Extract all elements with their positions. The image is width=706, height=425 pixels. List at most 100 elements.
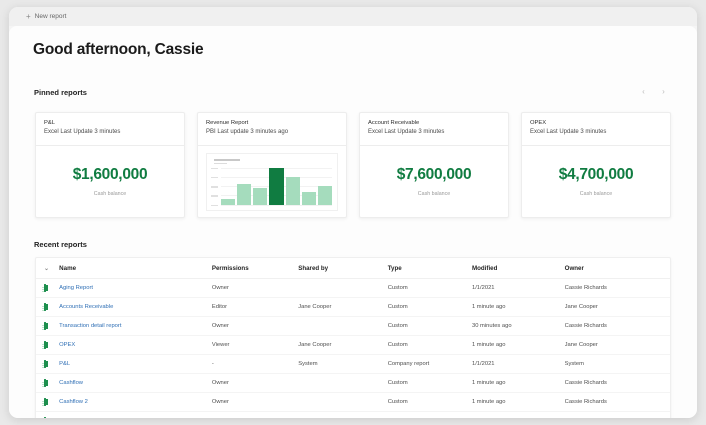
report-name-link[interactable]: P&L <box>59 361 71 367</box>
chevron-down-icon[interactable]: ⌄ <box>44 266 50 272</box>
cell-permissions: Owner <box>211 373 299 393</box>
cell-permissions: Viewer <box>211 335 299 355</box>
cell-name: Cashflow 2 <box>59 392 212 412</box>
chart-bar <box>237 184 252 205</box>
pinned-card[interactable]: Account Receivable Excel Last Update 3 mi… <box>359 112 509 218</box>
cell-name: Aging Report <box>59 278 212 298</box>
table-row[interactable]: OPEX Viewer Jane Cooper Custom 1 minute ago J… <box>36 335 670 355</box>
cell-shared-by <box>298 392 388 412</box>
cell-permissions: - <box>211 354 299 374</box>
chevron-right-icon[interactable]: › <box>662 87 665 96</box>
cell-modified: 30 minutes ago <box>471 316 565 336</box>
pinned-card-caption: Cash balance <box>417 191 451 197</box>
cell-shared-by <box>298 316 388 336</box>
pinned-card-subtitle: Excel Last Update 3 minutes <box>44 129 121 135</box>
row-icon-cell <box>36 373 60 393</box>
report-name-link[interactable]: Accounts Receivable <box>59 304 114 310</box>
table-row[interactable]: Aging Report Owner Custom 1/1/2021 Cassie Ri… <box>36 278 670 298</box>
pinned-card-body <box>198 146 346 217</box>
cell-shared-by: System <box>298 354 388 374</box>
cell-type: Custom <box>387 335 472 355</box>
column-header-permissions[interactable]: Permissions <box>211 258 299 279</box>
pinned-card-value: $7,600,000 <box>396 166 472 183</box>
table-row[interactable]: Transaction detail report Owner Custom 30 m… <box>36 316 670 336</box>
pinned-card-subtitle: PBI Last update 3 minutes ago <box>206 129 289 135</box>
table-row[interactable]: Aging Report - AustraliaOwner Custom10 mi… <box>36 411 670 418</box>
cell-name: Cashflow <box>59 373 212 393</box>
app-window: + New report Good afternoon, Cassie Pinn… <box>9 7 697 418</box>
pinned-card[interactable]: OPEX Excel Last Update 3 minutes $4,700,00… <box>521 112 671 218</box>
sort-chevron-header[interactable]: ⌄ <box>36 258 60 279</box>
cell-owner: Cassie Richards <box>564 278 670 298</box>
cell-owner: Cassie Richards <box>564 373 670 393</box>
cell-modified: 1/1/2021 <box>471 278 565 298</box>
cell-type: Custom <box>387 316 472 336</box>
excel-file-icon <box>44 303 46 311</box>
tab-label: New report <box>34 13 67 20</box>
column-header-modified[interactable]: Modified <box>471 258 565 279</box>
cell-modified: 10 minutes ago <box>471 411 565 418</box>
row-icon-cell <box>36 335 60 355</box>
table-row[interactable]: Cashflow Owner Custom 1 minute ago Cassie Ri… <box>36 373 670 393</box>
cell-type: Custom <box>387 373 472 393</box>
report-name-link[interactable]: Aging Report <box>59 285 93 291</box>
column-header-shared-by[interactable]: Shared by <box>298 258 388 279</box>
report-name-link[interactable]: OPEX <box>59 342 76 348</box>
recent-reports-table: ⌄ Name Permissions Shared by Type Modifi… <box>35 257 671 418</box>
cell-owner: Jane Cooper <box>564 297 670 317</box>
column-header-type[interactable]: Type <box>387 258 472 279</box>
cell-owner: Jane Cooper <box>564 335 670 355</box>
chart-y-tick-label <box>211 195 218 197</box>
cell-shared-by <box>298 373 388 393</box>
cell-type: Company report <box>387 354 472 374</box>
pinned-card-title: Revenue Report <box>206 120 249 126</box>
cell-modified: 1 minute ago <box>471 392 565 412</box>
chart-gridline <box>221 204 332 206</box>
pinned-card-title: P&L <box>44 120 55 126</box>
table-header-row: ⌄ Name Permissions Shared by Type Modifi… <box>36 258 670 279</box>
row-icon-cell <box>36 297 60 317</box>
excel-file-icon <box>44 341 46 349</box>
pinned-card-subtitle: Excel Last Update 3 minutes <box>368 129 445 135</box>
table-row[interactable]: P&L - System Company report 1/1/2021 System <box>36 354 670 374</box>
cell-name: Accounts Receivable <box>59 297 212 317</box>
table-row[interactable]: Cashflow 2 Owner Custom 1 minute ago Cassie … <box>36 392 670 412</box>
report-name-link[interactable]: Cashflow <box>59 380 83 386</box>
cell-shared-by: Jane Cooper <box>298 335 388 355</box>
cell-owner: Cassie Richards <box>564 411 670 418</box>
report-name-link[interactable]: Cashflow 2 <box>59 399 88 405</box>
pinned-card[interactable]: Revenue Report PBI Last update 3 minutes … <box>197 112 347 218</box>
excel-file-icon <box>44 322 46 330</box>
excel-file-icon <box>44 360 46 368</box>
cell-name: Transaction detail report <box>59 316 212 336</box>
cell-name: OPEX <box>59 335 212 355</box>
cell-type: Custom <box>387 278 472 298</box>
pinned-card-header: Account Receivable Excel Last Update 3 mi… <box>360 113 508 146</box>
page-title: Good afternoon, Cassie <box>33 41 204 58</box>
cell-permissions: Owner <box>211 278 299 298</box>
chart-bar <box>269 167 284 205</box>
cell-type: Custom <box>387 392 472 412</box>
cell-shared-by <box>298 411 388 418</box>
cell-name: P&L <box>59 354 212 374</box>
pinned-card-title: OPEX <box>530 120 547 126</box>
row-icon-cell <box>36 354 60 374</box>
table-row[interactable]: Accounts Receivable Editor Jane Cooper Cust… <box>36 297 670 317</box>
report-name-link[interactable]: Transaction detail report <box>59 323 122 329</box>
excel-file-icon <box>44 417 46 418</box>
chevron-left-icon[interactable]: ‹ <box>642 87 645 96</box>
pinned-card[interactable]: P&L Excel Last Update 3 minutes $1,600,000… <box>35 112 185 218</box>
pinned-card-title: Account Receivable <box>368 120 420 126</box>
chart-bar <box>301 191 316 205</box>
cell-modified: 1 minute ago <box>471 373 565 393</box>
revenue-chart-thumbnail <box>206 152 338 211</box>
cell-shared-by <box>298 278 388 298</box>
pinned-card-caption: Cash balance <box>579 191 613 197</box>
chart-bar <box>285 176 300 205</box>
column-header-owner[interactable]: Owner <box>564 258 670 279</box>
tab-bar: + New report <box>9 7 697 26</box>
column-header-name[interactable]: Name <box>59 258 212 279</box>
thumbnail-subtitle-placeholder <box>214 162 227 164</box>
chart-y-tick-label <box>211 186 218 188</box>
tab-new-report[interactable]: + New report <box>19 10 73 24</box>
